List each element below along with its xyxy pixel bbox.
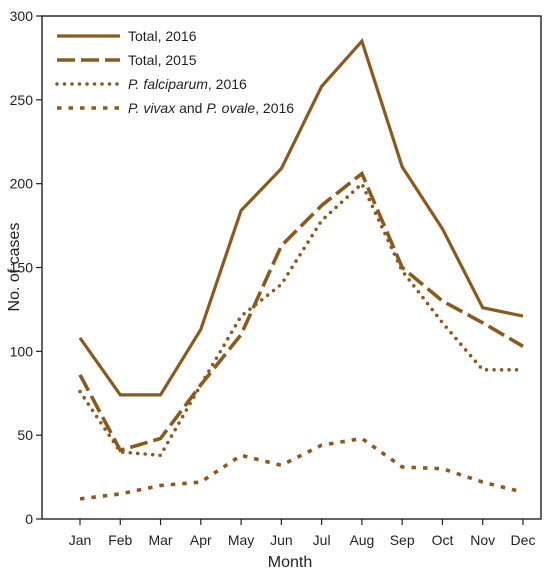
x-tick-label: Mar xyxy=(148,532,172,548)
y-tick-label: 100 xyxy=(10,343,34,359)
y-tick-label: 200 xyxy=(10,176,34,192)
series-line-1 xyxy=(78,38,524,397)
x-tick-label: Feb xyxy=(108,532,132,548)
x-axis: Jan Feb Mar Apr May Jun Jul Aug Sep Oct Nov Dec xyxy=(69,519,536,548)
legend-label-1: Total, 2016 xyxy=(128,28,197,44)
x-tick-label: Apr xyxy=(190,532,212,548)
y-tick-label: 150 xyxy=(10,260,34,276)
x-tick-label: Jun xyxy=(270,532,293,548)
y-tick-label: 0 xyxy=(25,511,33,527)
legend-label-2: Total, 2015 xyxy=(128,52,197,68)
y-axis-title: No. of cases xyxy=(6,223,23,312)
series-line-2 xyxy=(78,170,524,453)
x-tick-label: May xyxy=(228,532,254,548)
series-line-4 xyxy=(79,436,524,501)
x-tick-label: Dec xyxy=(511,532,536,548)
x-tick-label: Aug xyxy=(349,532,374,548)
y-tick-label: 300 xyxy=(10,8,34,24)
x-tick-label: Jul xyxy=(313,532,331,548)
legend-label-4: P. vivax and P. ovale, 2016 xyxy=(128,100,294,116)
y-tick-label: 50 xyxy=(17,427,33,443)
legend-label-3: P. falciparum, 2016 xyxy=(128,76,247,92)
series-lines xyxy=(78,38,525,501)
y-tick-label: 250 xyxy=(10,92,34,108)
x-tick-label: Sep xyxy=(390,532,415,548)
x-axis-title: Month xyxy=(268,554,312,571)
x-tick-label: Oct xyxy=(432,532,454,548)
series-line-3 xyxy=(78,180,525,458)
y-axis: 0 50 100 150 200 250 300 xyxy=(10,8,42,527)
legend: Total, 2016 Total, 2015 P. falciparum, 201… xyxy=(55,28,294,116)
x-tick-label: Jan xyxy=(69,532,92,548)
x-tick-label: Nov xyxy=(470,532,495,548)
